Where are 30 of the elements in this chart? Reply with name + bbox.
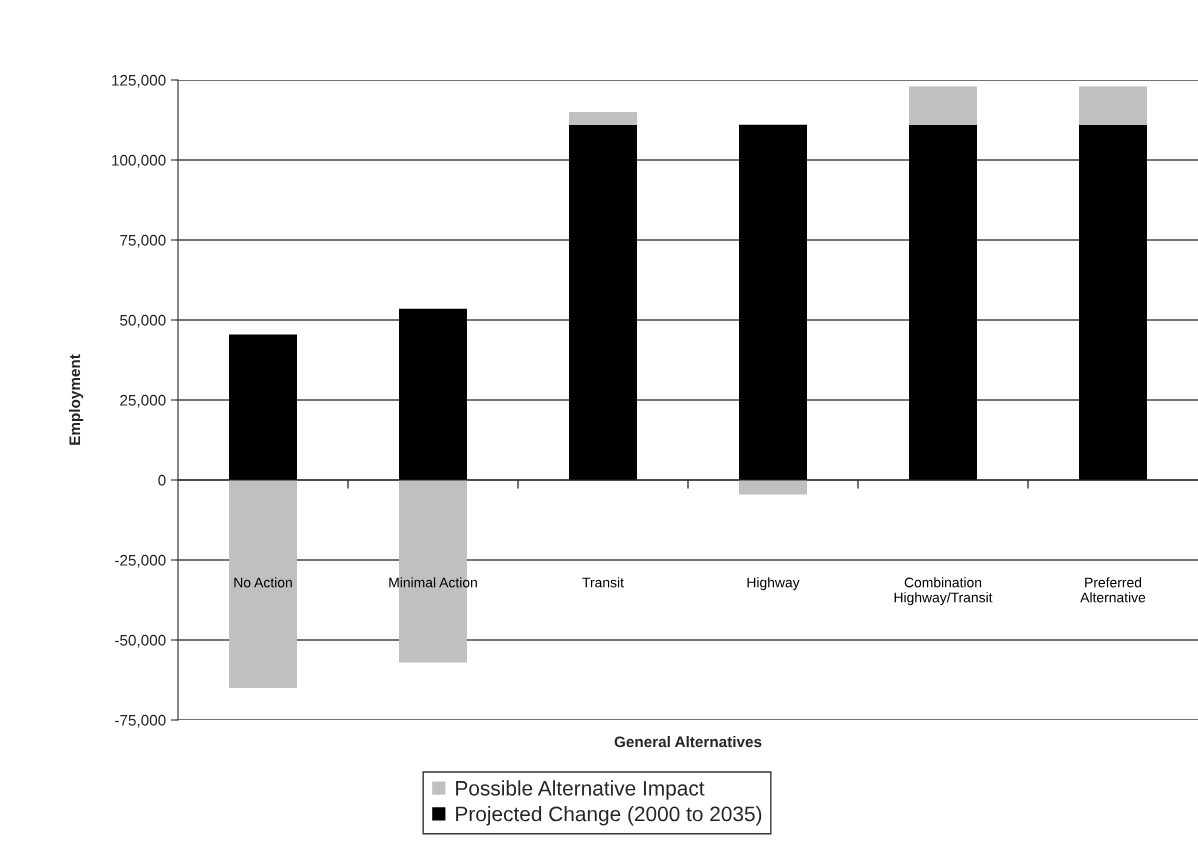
bar — [909, 86, 977, 125]
x-tick-label: Transit — [582, 577, 624, 588]
bar — [1079, 86, 1147, 125]
bar — [399, 308, 467, 480]
y-tick-label: 25,000 — [120, 394, 166, 408]
x-tick-label: No Action — [234, 577, 292, 588]
bar — [909, 124, 977, 480]
y-axis-title: Employment — [68, 354, 84, 445]
bar — [229, 480, 297, 688]
bar — [229, 334, 297, 480]
y-tick-label: 75,000 — [120, 234, 166, 248]
x-axis-title: General Alternatives — [614, 736, 762, 748]
x-tick-label: Minimal Action — [389, 577, 477, 588]
bar — [569, 124, 637, 480]
bar — [739, 124, 807, 480]
y-tick-label: 50,000 — [120, 314, 166, 328]
bar — [1079, 124, 1147, 480]
legend-label: Projected Change (2000 to 2035) — [456, 806, 762, 826]
y-tick-label: -50,000 — [115, 634, 166, 648]
y-tick-label: -25,000 — [115, 554, 166, 568]
x-tick-label: Combination Highway/Transit — [894, 577, 993, 606]
y-tick-label: 100,000 — [112, 154, 166, 168]
x-tick-label: Highway — [747, 577, 800, 591]
bar — [569, 112, 637, 125]
bar — [739, 480, 807, 495]
y-tick-label: 0 — [158, 474, 166, 486]
y-tick-label: 125,000 — [112, 74, 166, 88]
legend-label: Possible Alternative Impact — [456, 780, 705, 800]
x-tick-label: Preferred Alternative — [1080, 577, 1146, 603]
y-tick-label: -75,000 — [115, 714, 166, 728]
